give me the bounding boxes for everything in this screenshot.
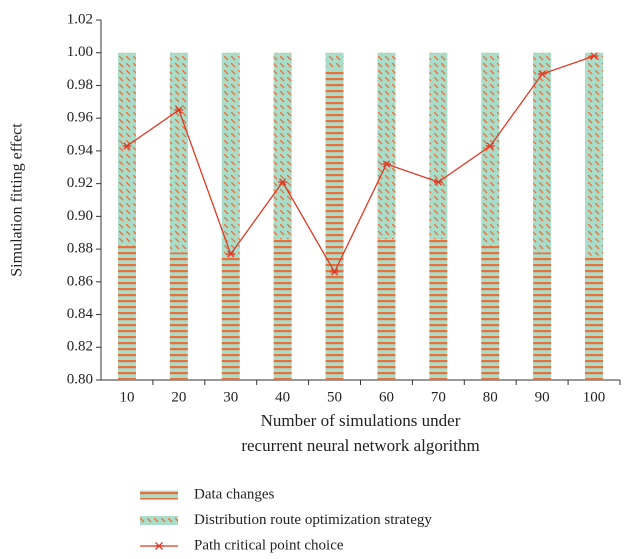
y-tick-label: 0.80 (67, 371, 93, 387)
bar-segment (169, 252, 188, 380)
marker (537, 70, 547, 78)
x-tick-label: 80 (483, 389, 498, 405)
legend-swatch (140, 490, 178, 500)
bar-segment (377, 52, 396, 240)
y-tick-label: 0.84 (67, 306, 94, 322)
line (126, 55, 595, 274)
y-tick-label: 1.02 (67, 11, 93, 27)
bar-segment (533, 252, 552, 380)
marker (122, 142, 132, 150)
y-tick-label: 0.96 (67, 110, 94, 126)
marker (589, 52, 599, 60)
legend-label: Distribution route optimization strategy (194, 512, 432, 528)
marker (381, 160, 391, 168)
y-tick-label: 1.00 (67, 44, 93, 60)
y-tick-label: 0.86 (67, 273, 94, 289)
x-tick-label: 20 (171, 389, 186, 405)
marker (226, 250, 236, 258)
bar-segment (481, 52, 500, 246)
marker (174, 106, 184, 114)
bar-segment (377, 239, 396, 380)
x-tick-label: 50 (327, 389, 342, 405)
bar-segment (325, 52, 344, 70)
marker (278, 178, 288, 186)
marker (330, 268, 340, 276)
marker (433, 178, 443, 186)
bar-segment (585, 52, 604, 256)
y-axis-label: Simulation fitting effect (9, 123, 26, 277)
marker (485, 142, 495, 150)
bar-segment (221, 52, 240, 256)
y-tick-label: 0.90 (67, 208, 93, 224)
x-tick-label: 90 (535, 389, 550, 405)
bar-segment (429, 52, 448, 240)
x-tick-label: 100 (583, 389, 606, 405)
x-tick-label: 40 (275, 389, 290, 405)
x-tick-label: 30 (223, 389, 238, 405)
legend-swatch (140, 516, 178, 525)
bar-segment (585, 255, 604, 380)
bar-segment (481, 245, 500, 380)
x-tick-label: 10 (119, 389, 134, 405)
y-tick-label: 0.88 (67, 241, 93, 257)
y-tick-label: 0.92 (67, 175, 93, 191)
bar-segment (273, 239, 292, 380)
x-axis-label: Number of simulations under recurrent neu… (241, 411, 479, 455)
x-tick-label: 60 (379, 389, 394, 405)
bar-segment (325, 69, 344, 380)
legend-marker (154, 542, 164, 550)
y-tick-label: 0.82 (67, 339, 93, 355)
bar-segment (117, 245, 136, 380)
y-tick-label: 0.98 (67, 77, 93, 93)
bar-segment (117, 52, 136, 246)
bar-segment (273, 52, 292, 240)
bar-segment (169, 52, 188, 253)
legend-label: Data changes (194, 486, 275, 502)
bar-segment (429, 239, 448, 380)
legend-label: Path critical point choice (194, 537, 344, 553)
x-tick-label: 70 (431, 389, 446, 405)
bar-segment (221, 255, 240, 380)
y-tick-label: 0.94 (67, 142, 94, 158)
bar-segment (533, 52, 552, 253)
